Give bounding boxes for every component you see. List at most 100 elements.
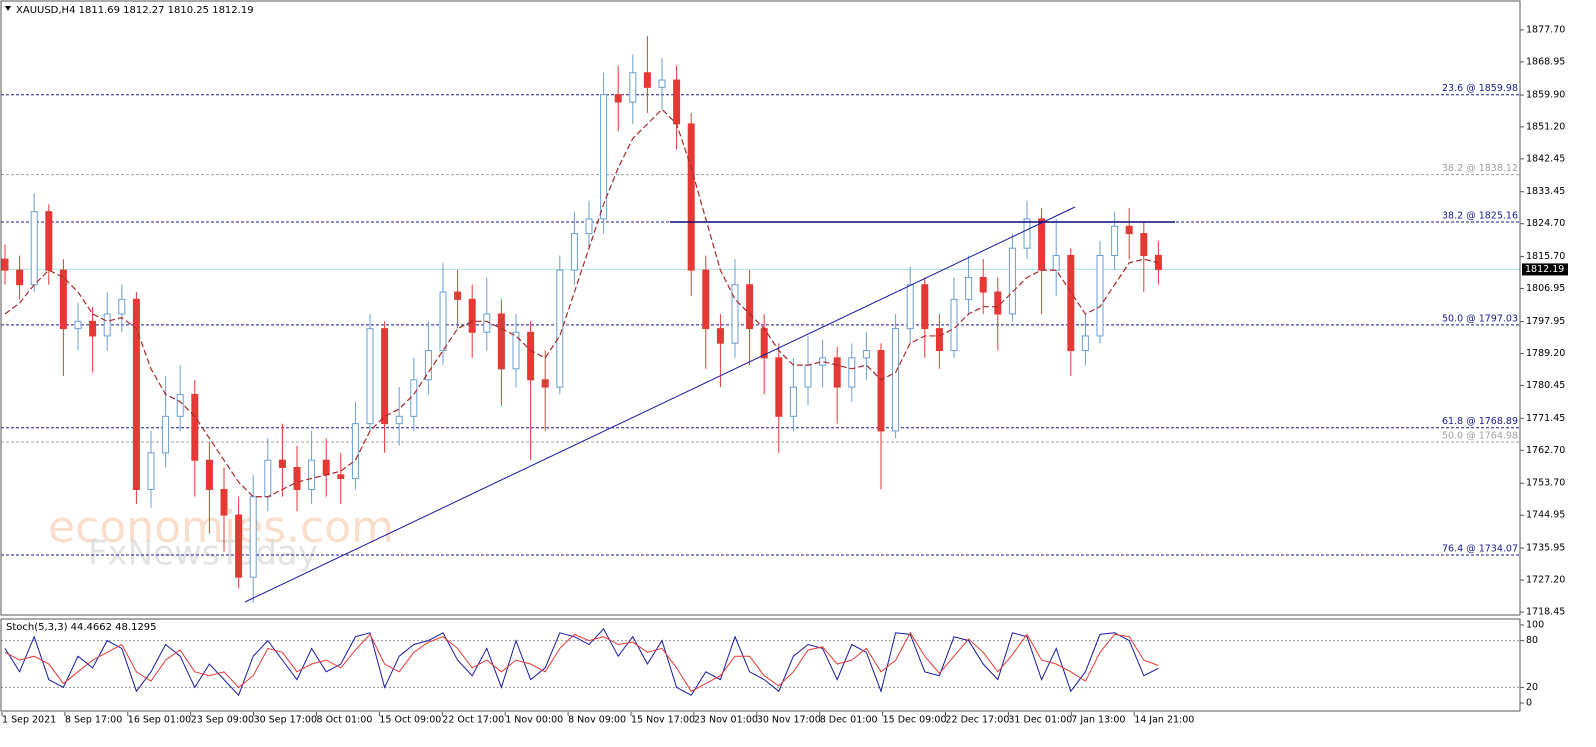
- candle-body: [147, 452, 155, 490]
- candle-body: [1125, 225, 1133, 235]
- candle-body: [468, 298, 476, 333]
- stoch-tick-label: 80: [1526, 635, 1538, 646]
- candle-body: [1140, 233, 1148, 257]
- candle-body: [1023, 218, 1031, 249]
- candle-body: [658, 79, 666, 88]
- y-tick-label: 1842.45: [1526, 153, 1565, 164]
- y-tick-label: 1753.70: [1526, 478, 1565, 489]
- moving-average: [4, 108, 1159, 498]
- stoch-panel-border: [0, 618, 1521, 712]
- stoch-line: [4, 631, 1159, 692]
- last-price-box: [1522, 263, 1568, 276]
- candle-body: [702, 269, 710, 330]
- candle-body: [16, 269, 24, 286]
- candle-body: [687, 123, 695, 271]
- candle-body: [1, 258, 9, 271]
- last-price-label: 1812.19: [1525, 264, 1564, 275]
- candle-body: [614, 94, 622, 103]
- x-tick-label: 1 Sep 2021: [2, 715, 56, 726]
- candle-body: [308, 459, 316, 490]
- x-tick-label: 15 Nov 17:00: [631, 715, 695, 726]
- x-tick-label: 8 Oct 01:00: [317, 715, 373, 726]
- x-tick-label: 8 Dec 01:00: [820, 715, 878, 726]
- fib-label: 38.2 @ 1825.16: [1442, 211, 1518, 222]
- main-panel-border: [0, 0, 1521, 616]
- candle-body: [424, 350, 432, 381]
- candle-body: [1111, 225, 1119, 257]
- candle-body: [322, 459, 330, 476]
- x-tick-label: 14 Jan 21:00: [1134, 715, 1194, 726]
- fib-label: 50.0 @ 1764.98: [1442, 430, 1518, 441]
- collapse-icon: [5, 6, 11, 11]
- candle-body: [89, 320, 97, 337]
- y-tick-label: 1851.20: [1526, 121, 1565, 132]
- candle-body: [819, 357, 827, 366]
- y-tick-label: 1762.70: [1526, 445, 1565, 456]
- candle-body: [220, 488, 228, 516]
- x-tick-label: 22 Dec 17:00: [946, 715, 1010, 726]
- candle-body: [892, 328, 900, 432]
- candle-body: [527, 331, 535, 381]
- y-tick-label: 1780.45: [1526, 380, 1565, 391]
- candle-body: [293, 467, 301, 490]
- candle-body: [454, 291, 462, 300]
- candle-body: [103, 313, 111, 337]
- x-tick-label: 30 Sep 17:00: [254, 715, 317, 726]
- candle-body: [833, 357, 841, 388]
- fib-label: 50.0 @ 1797.03: [1442, 313, 1518, 324]
- candle-body: [716, 328, 724, 344]
- candle-body: [337, 474, 345, 479]
- candle-body: [673, 79, 681, 125]
- candle-body: [395, 415, 403, 425]
- candle-body: [921, 284, 929, 330]
- y-tick-label: 1859.90: [1526, 90, 1565, 101]
- candle-body: [804, 364, 812, 388]
- trend-line: [244, 206, 1076, 603]
- x-tick-label: 23 Sep 09:00: [191, 715, 254, 726]
- candle-body: [1096, 255, 1104, 337]
- candle-body: [848, 357, 856, 388]
- candle-body: [775, 357, 783, 417]
- candle-body: [585, 218, 593, 235]
- candle-body: [512, 331, 520, 370]
- candle-body: [439, 291, 447, 352]
- x-tick-label: 15 Oct 09:00: [379, 715, 441, 726]
- candle-body: [906, 284, 914, 330]
- y-tick-label: 1727.20: [1526, 575, 1565, 586]
- fib-label: 23.6 @ 1859.98: [1442, 83, 1518, 94]
- candle-body: [746, 284, 754, 330]
- y-tick-label: 1868.95: [1526, 56, 1565, 67]
- candle-body: [789, 386, 797, 417]
- candle-body: [351, 423, 359, 479]
- candle-body: [264, 459, 272, 498]
- x-tick-label: 16 Sep 01:00: [128, 715, 191, 726]
- y-tick-label: 1824.70: [1526, 218, 1565, 229]
- candle-body: [1038, 218, 1046, 271]
- y-tick-label: 1806.95: [1526, 283, 1565, 294]
- y-tick-label: 1877.70: [1526, 24, 1565, 35]
- candle-body: [541, 379, 549, 388]
- chart-title: XAUUSD,H4 1811.69 1812.27 1810.25 1812.1…: [16, 5, 254, 16]
- candle-body: [994, 291, 1002, 315]
- y-tick-label: 1735.95: [1526, 543, 1565, 554]
- candle-body: [935, 328, 943, 352]
- candle-body: [629, 72, 637, 103]
- stoch-title: Stoch(5,3,3) 44.4662 48.1295: [6, 622, 157, 633]
- candle-body: [950, 298, 958, 352]
- candle-body: [30, 211, 38, 286]
- candle-body: [1081, 335, 1089, 352]
- fib-label: 76.4 @ 1734.07: [1442, 543, 1518, 554]
- candle-body: [862, 350, 870, 359]
- candle-body: [731, 284, 739, 344]
- candle-body: [366, 328, 374, 425]
- candle-body: [45, 211, 53, 271]
- candle-body: [483, 313, 491, 333]
- fib-label: 38.2 @ 1838.12: [1442, 163, 1518, 174]
- candle-body: [877, 350, 885, 432]
- y-tick-label: 1797.95: [1526, 316, 1565, 327]
- fib-label: 61.8 @ 1768.89: [1442, 416, 1518, 427]
- stoch-line: [4, 628, 1159, 697]
- stoch-tick-label: 20: [1526, 682, 1538, 693]
